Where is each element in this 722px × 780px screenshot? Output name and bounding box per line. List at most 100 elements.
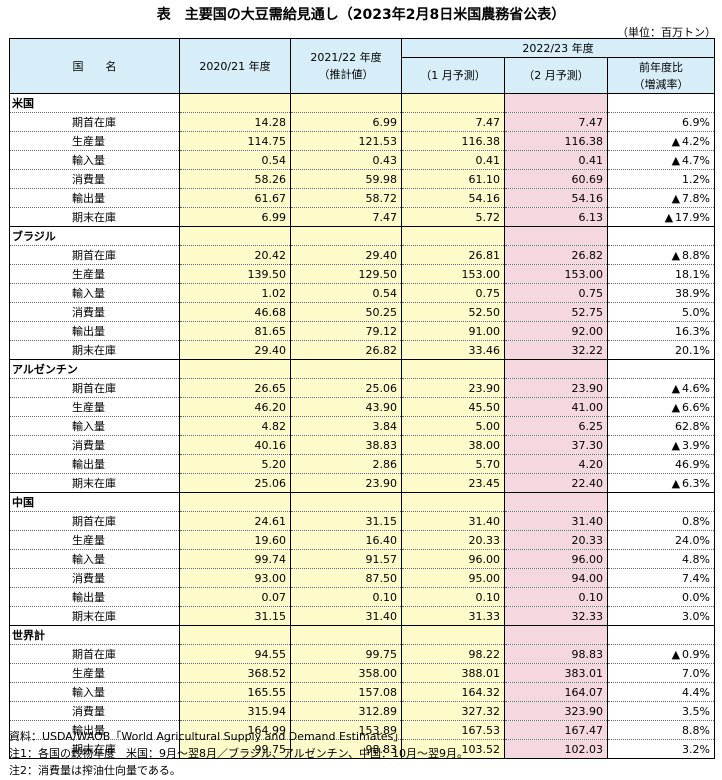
value-y2021: 3.84 — [290, 416, 402, 436]
value-y2020: 99.74 — [179, 549, 291, 569]
group-header-cell — [504, 625, 608, 645]
group-header-cell — [504, 492, 608, 512]
yoy-change-value: 16.3% — [675, 324, 710, 338]
value-jan: 164.32 — [401, 682, 505, 702]
value-y2020: 4.82 — [179, 416, 291, 436]
table-row: 輸出量 0.07 0.10 0.10 0.10 0.0% — [9, 587, 715, 607]
value-yoy-change: ▲ 7.8% — [607, 188, 715, 208]
value-yoy-change: 4.4% — [607, 682, 715, 702]
value-jan: 96.00 — [401, 549, 505, 569]
item-label: 期首在庫 — [9, 112, 180, 132]
value-y2021: 98.83 — [290, 739, 402, 759]
header-yoy-rate: （増減率） — [633, 77, 689, 91]
value-jan: 95.00 — [401, 568, 505, 588]
value-y2020: 25.06 — [179, 473, 291, 493]
value-y2021: 26.82 — [290, 340, 402, 360]
decrease-triangle-icon: ▲ — [671, 381, 681, 395]
yoy-change-value: 6.3% — [682, 476, 710, 490]
value-jan: 116.38 — [401, 131, 505, 151]
decrease-triangle-icon: ▲ — [671, 647, 681, 661]
table-row: 輸入量 4.82 3.84 5.00 6.25 62.8% — [9, 416, 715, 436]
value-feb: 96.00 — [504, 549, 608, 569]
yoy-change-value: 6.6% — [682, 400, 710, 414]
value-y2021: 31.40 — [290, 606, 402, 626]
value-feb: 7.47 — [504, 112, 608, 132]
value-yoy-change: 8.8% — [607, 720, 715, 740]
value-feb: 32.22 — [504, 340, 608, 360]
group-header-cell — [290, 359, 402, 379]
value-yoy-change: 3.2% — [607, 739, 715, 759]
value-y2021: 50.25 — [290, 302, 402, 322]
value-jan: 5.00 — [401, 416, 505, 436]
table-row: 生産量 368.52 358.00 388.01 383.01 7.0% — [9, 663, 715, 683]
decrease-triangle-icon: ▲ — [671, 248, 681, 262]
value-feb: 32.33 — [504, 606, 608, 626]
yoy-change-value: 0.8% — [682, 514, 710, 528]
value-yoy-change: 24.0% — [607, 530, 715, 550]
group-header-cell — [179, 226, 291, 246]
value-feb: 22.40 — [504, 473, 608, 493]
value-y2020: 139.50 — [179, 264, 291, 284]
value-y2020: 14.28 — [179, 112, 291, 132]
table-row: 期首在庫 14.28 6.99 7.47 7.47 6.9% — [9, 112, 715, 132]
value-jan: 38.00 — [401, 435, 505, 455]
group-name: アルゼンチン — [9, 359, 180, 379]
value-yoy-change: 7.0% — [607, 663, 715, 683]
table-row: 期首在庫 26.65 25.06 23.90 23.90 ▲ 4.6% — [9, 378, 715, 398]
value-y2020: 40.16 — [179, 435, 291, 455]
group-header-cell — [179, 492, 291, 512]
value-yoy-change: ▲ 4.2% — [607, 131, 715, 151]
value-feb: 0.41 — [504, 150, 608, 170]
decrease-triangle-icon: ▲ — [671, 476, 681, 490]
value-yoy-change: ▲ 3.9% — [607, 435, 715, 455]
value-jan: 5.72 — [401, 207, 505, 227]
yoy-change-value: 1.2% — [682, 172, 710, 186]
value-yoy-change: 46.9% — [607, 454, 715, 474]
yoy-change-value: 17.9% — [675, 210, 710, 224]
item-label: 期末在庫 — [9, 606, 180, 626]
value-y2021: 79.12 — [290, 321, 402, 341]
decrease-triangle-icon: ▲ — [671, 191, 681, 205]
value-yoy-change: 38.9% — [607, 283, 715, 303]
yoy-change-value: 5.0% — [682, 305, 710, 319]
value-feb: 153.00 — [504, 264, 608, 284]
value-y2020: 46.68 — [179, 302, 291, 322]
group-header-cell — [504, 93, 608, 113]
value-y2020: 93.00 — [179, 568, 291, 588]
value-y2021: 25.06 — [290, 378, 402, 398]
item-label: 輸出量 — [9, 720, 180, 740]
value-feb: 167.47 — [504, 720, 608, 740]
header-yoy-label: 前年度比 — [639, 60, 683, 74]
value-jan: 23.45 — [401, 473, 505, 493]
value-jan: 52.50 — [401, 302, 505, 322]
item-label: 輸入量 — [9, 549, 180, 569]
value-feb: 92.00 — [504, 321, 608, 341]
decrease-triangle-icon: ▲ — [671, 134, 681, 148]
item-label: 生産量 — [9, 663, 180, 683]
group-name: 中国 — [9, 492, 180, 512]
value-jan: 103.52 — [401, 739, 505, 759]
value-yoy-change: ▲ 17.9% — [607, 207, 715, 227]
yoy-change-value: 38.9% — [675, 286, 710, 300]
header-2022-23: 2022/23 年度 — [401, 38, 715, 58]
table-row: 輸入量 0.54 0.43 0.41 0.41 ▲ 4.7% — [9, 150, 715, 170]
value-y2021: 129.50 — [290, 264, 402, 284]
value-y2021: 157.08 — [290, 682, 402, 702]
group-name: 世界計 — [9, 625, 180, 645]
decrease-triangle-icon: ▲ — [671, 400, 681, 414]
value-y2020: 20.42 — [179, 245, 291, 265]
yoy-change-value: 4.2% — [682, 134, 710, 148]
yoy-change-value: 7.8% — [682, 191, 710, 205]
yoy-change-value: 20.1% — [675, 343, 710, 357]
yoy-change-value: 0.9% — [682, 647, 710, 661]
value-jan: 0.75 — [401, 283, 505, 303]
value-y2020: 94.55 — [179, 644, 291, 664]
value-feb: 383.01 — [504, 663, 608, 683]
value-y2020: 46.20 — [179, 397, 291, 417]
soybean-supply-demand-table: 国 名 2020/21 年度 2021/22 年度 （推計値） 2022/23 … — [9, 38, 715, 759]
value-feb: 94.00 — [504, 568, 608, 588]
value-y2021: 0.10 — [290, 587, 402, 607]
value-y2021: 91.57 — [290, 549, 402, 569]
group-header-cell — [401, 359, 505, 379]
value-y2020: 99.75 — [179, 739, 291, 759]
